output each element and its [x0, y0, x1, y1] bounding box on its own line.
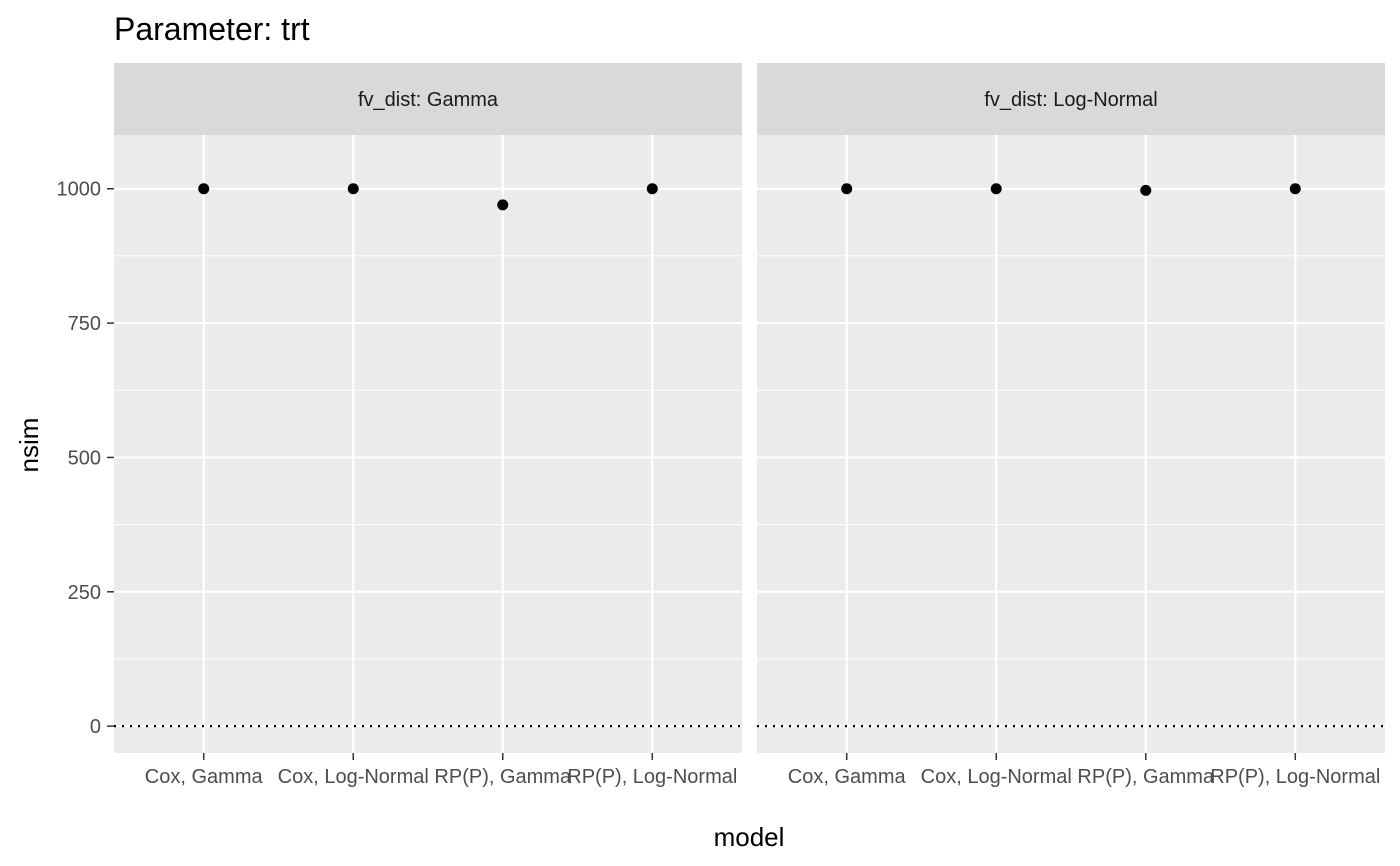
facet-strip: [757, 63, 1385, 135]
x-tick-label: Cox, Gamma: [145, 766, 264, 788]
facet-panel-2: fv_dist: Log-Normal Cox, Gamma Cox, Log-No…: [757, 63, 1385, 788]
x-axis-title: model: [714, 822, 785, 852]
data-point: [347, 183, 359, 195]
chart-title: Parameter: trt: [114, 11, 310, 47]
data-point: [198, 183, 210, 195]
x-tick-label: Cox, Gamma: [788, 766, 907, 788]
y-tick-label: 250: [68, 582, 101, 604]
y-tick-label: 0: [90, 716, 101, 738]
y-tick-label: 1000: [57, 179, 102, 201]
y-tick-label: 750: [68, 313, 101, 335]
data-point: [1289, 183, 1301, 195]
data-point: [646, 183, 658, 195]
panel-background: [757, 135, 1385, 753]
facet-strip: [114, 63, 742, 135]
x-tick-label: RP(P), Gamma: [1077, 766, 1215, 788]
facet-strip-label: fv_dist: Gamma: [358, 89, 499, 111]
x-tick-label: Cox, Log-Normal: [921, 766, 1072, 788]
facet-strip-label: fv_dist: Log-Normal: [984, 89, 1157, 111]
x-tick-label: RP(P), Log-Normal: [1210, 766, 1380, 788]
x-tick-label: Cox, Log-Normal: [278, 766, 429, 788]
data-point: [841, 183, 853, 195]
y-tick-label: 500: [68, 447, 101, 469]
y-axis-title: nsim: [14, 418, 44, 473]
x-tick-label: RP(P), Gamma: [434, 766, 572, 788]
data-point: [990, 183, 1002, 195]
data-point: [497, 199, 509, 211]
panel-background: [114, 135, 742, 753]
x-tick-label: RP(P), Log-Normal: [567, 766, 737, 788]
data-point: [1140, 184, 1152, 196]
